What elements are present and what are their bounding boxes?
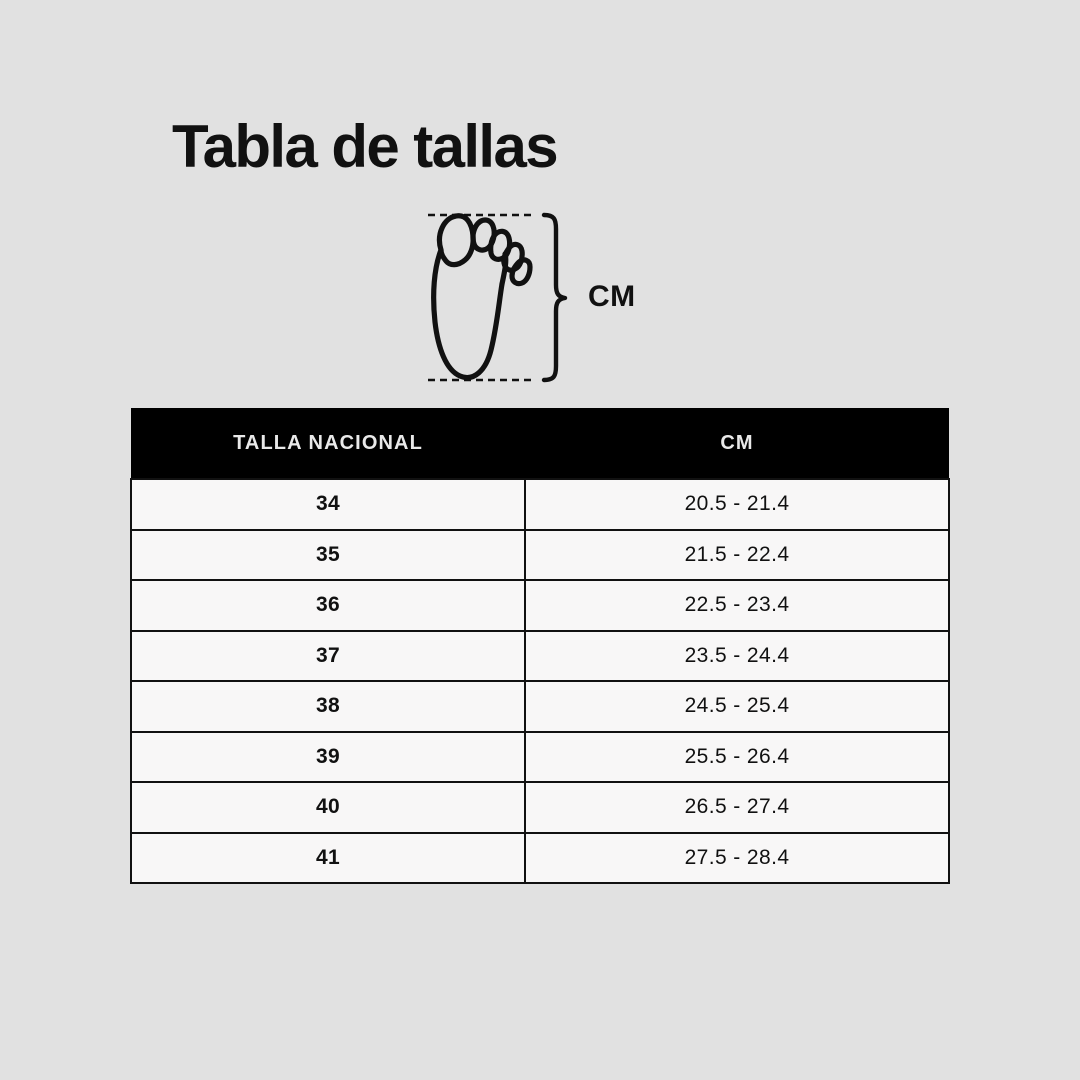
table-row: 40 26.5 - 27.4 (130, 781, 950, 834)
table-row: 36 22.5 - 23.4 (130, 579, 950, 632)
cell-size: 36 (130, 579, 526, 632)
foot-measurement-diagram: CM (410, 198, 680, 398)
cell-cm: 23.5 - 24.4 (524, 629, 950, 682)
cell-size: 40 (130, 781, 526, 834)
table-row: 37 23.5 - 24.4 (130, 629, 950, 682)
table-row: 41 27.5 - 28.4 (130, 831, 950, 884)
table-row: 34 20.5 - 21.4 (130, 478, 950, 531)
curly-brace-icon (541, 212, 568, 383)
column-header-cm: CM (525, 408, 949, 479)
size-chart-table: TALLA NACIONAL CM 34 20.5 - 21.4 35 21.5… (130, 408, 950, 884)
cell-cm: 27.5 - 28.4 (524, 831, 950, 884)
cm-measurement-label: CM (588, 280, 636, 313)
cell-cm: 20.5 - 21.4 (524, 478, 950, 531)
cell-cm: 25.5 - 26.4 (524, 730, 950, 783)
cell-size: 37 (130, 629, 526, 682)
table-body: 34 20.5 - 21.4 35 21.5 - 22.4 36 22.5 - … (130, 478, 950, 884)
cell-size: 41 (130, 831, 526, 884)
table-row: 35 21.5 - 22.4 (130, 528, 950, 581)
cell-cm: 22.5 - 23.4 (524, 579, 950, 632)
cell-cm: 26.5 - 27.4 (524, 781, 950, 834)
table-row: 39 25.5 - 26.4 (130, 730, 950, 783)
table-row: 38 24.5 - 25.4 (130, 680, 950, 733)
cell-size: 35 (130, 528, 526, 581)
table-header-row: TALLA NACIONAL CM (131, 408, 949, 479)
page-title: Tabla de tallas (172, 113, 559, 180)
cell-size: 39 (130, 730, 526, 783)
table-header: TALLA NACIONAL CM (131, 408, 949, 479)
column-header-talla-nacional: TALLA NACIONAL (131, 408, 525, 479)
foot-sole-outline-icon (431, 213, 533, 381)
cell-cm: 24.5 - 25.4 (524, 680, 950, 733)
cell-size: 38 (130, 680, 526, 733)
cell-cm: 21.5 - 22.4 (524, 528, 950, 581)
cell-size: 34 (130, 478, 526, 531)
